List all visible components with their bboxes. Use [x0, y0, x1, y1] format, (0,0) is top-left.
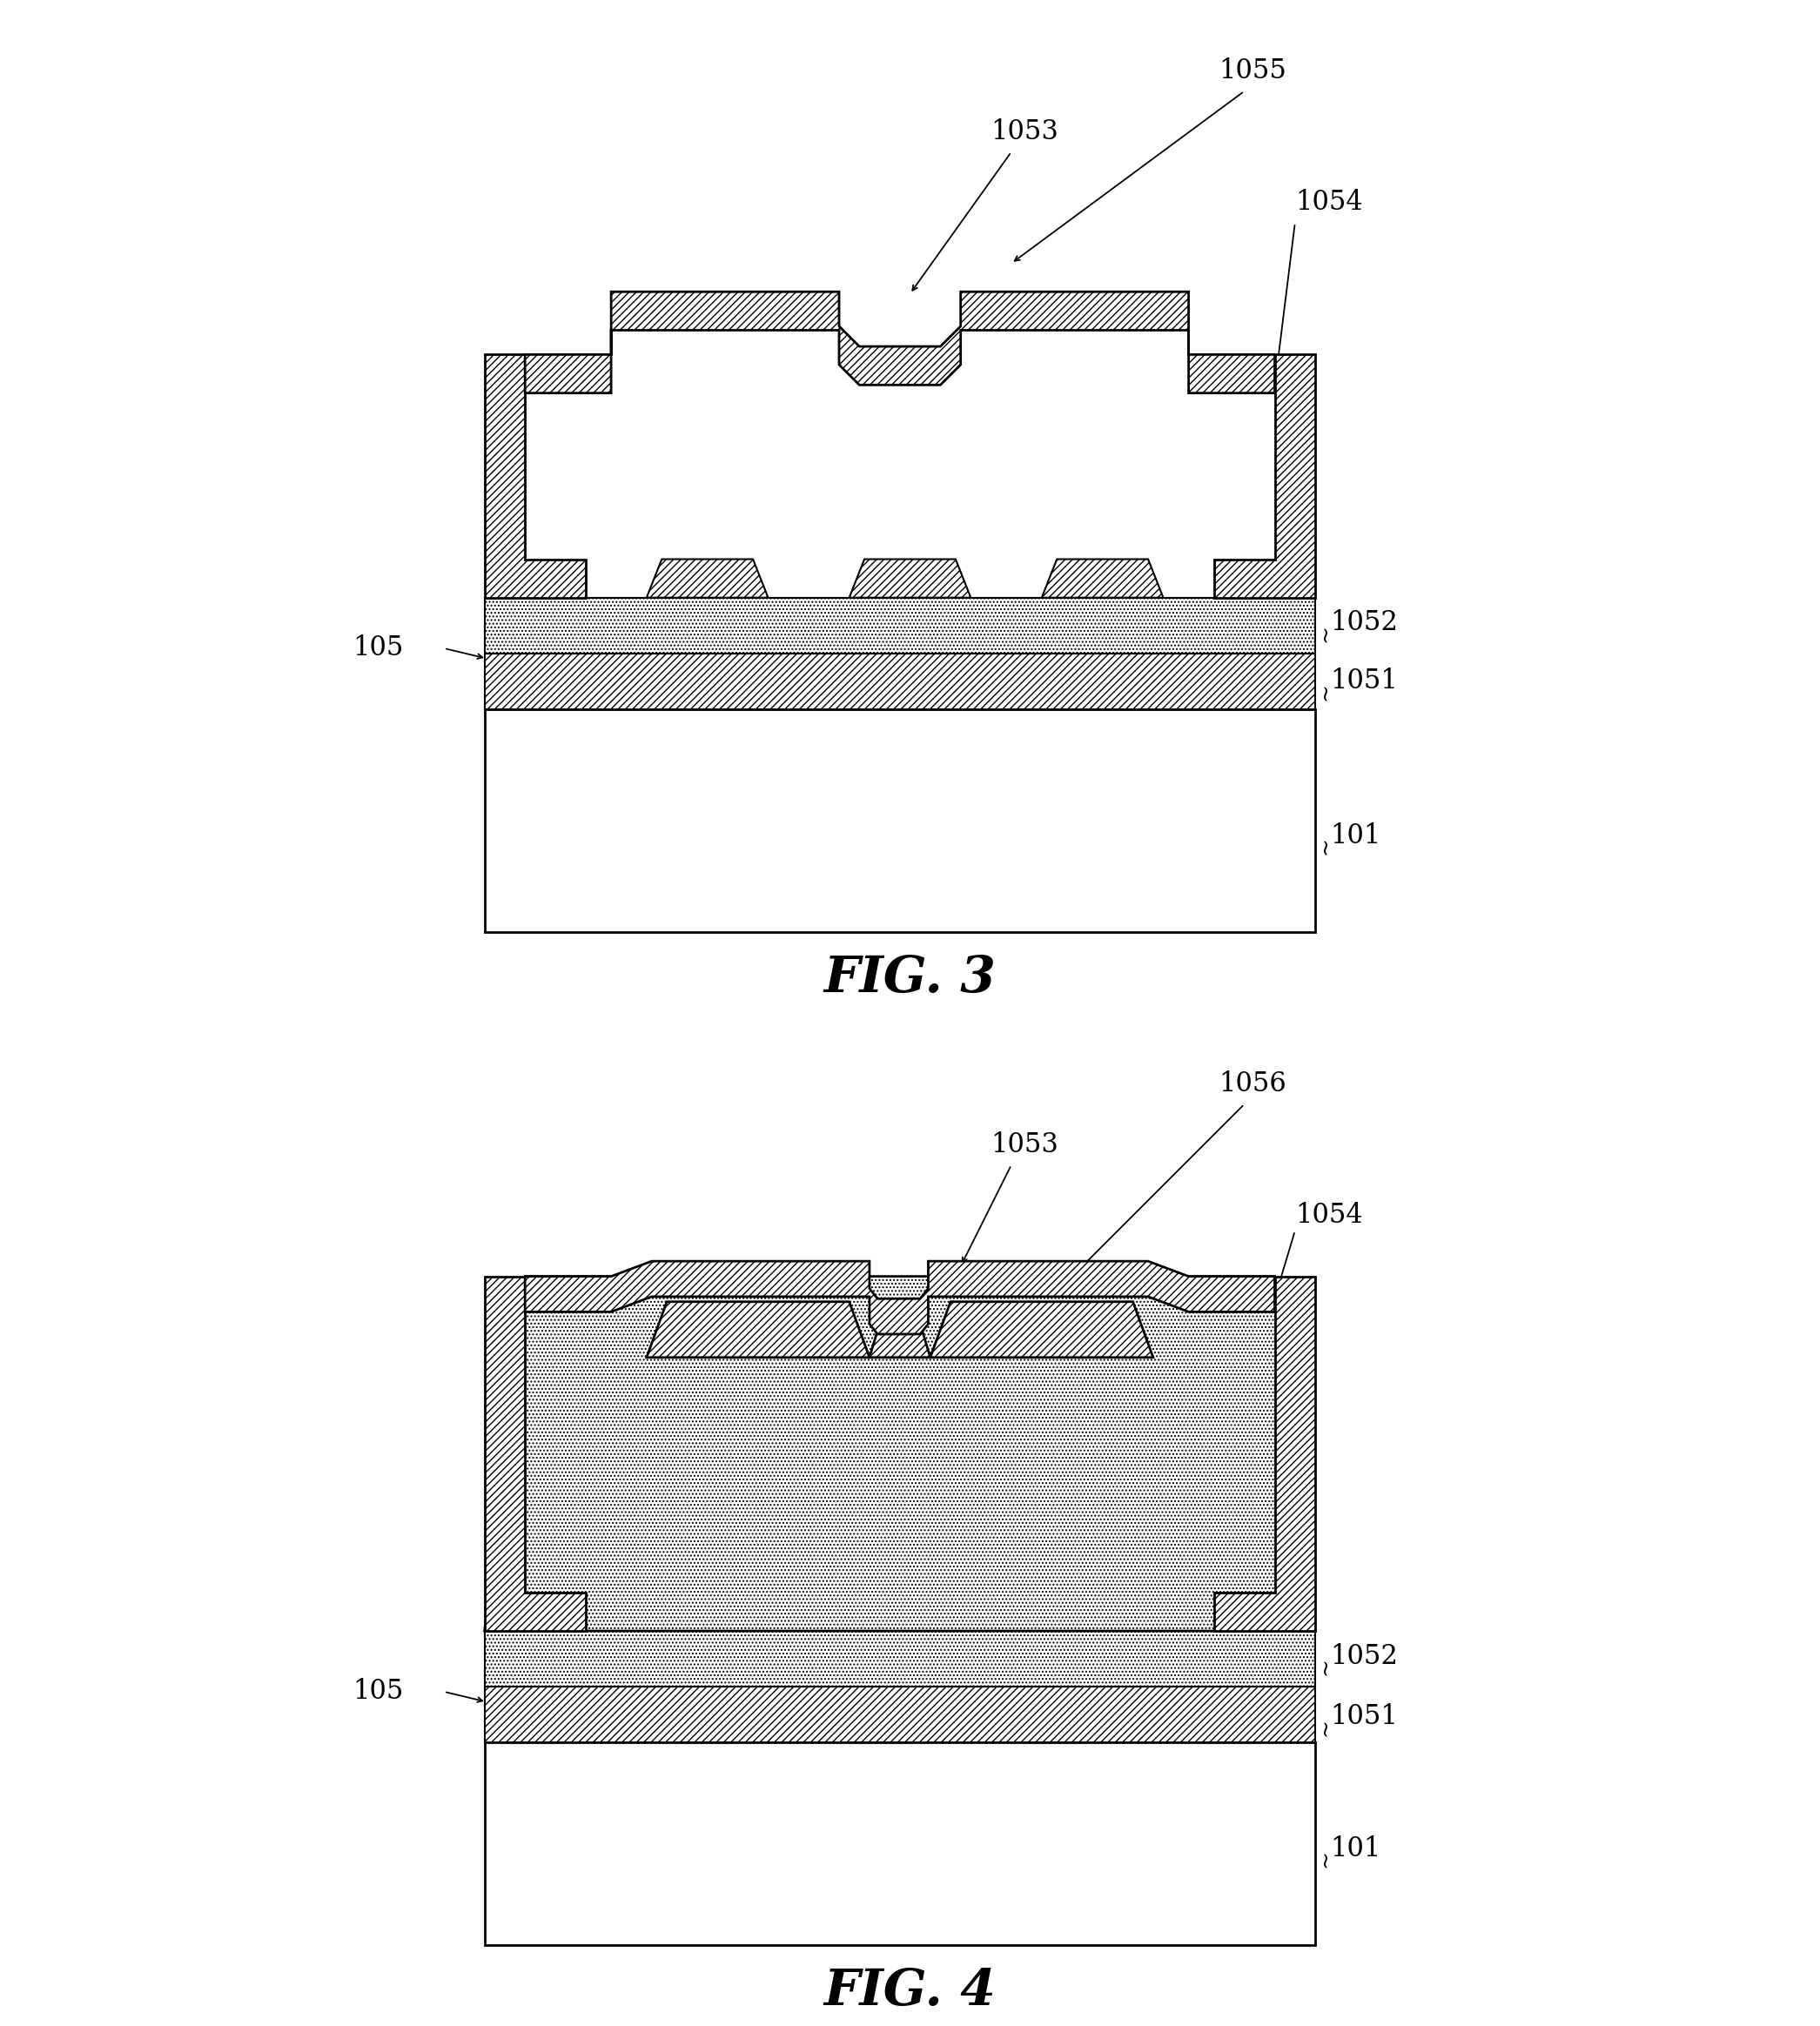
Polygon shape — [850, 1592, 970, 1631]
Text: 105: 105 — [353, 1678, 404, 1706]
Polygon shape — [646, 559, 768, 598]
Polygon shape — [1214, 355, 1316, 598]
Polygon shape — [870, 1333, 930, 1357]
Text: ~: ~ — [1316, 837, 1336, 855]
Text: ~: ~ — [1316, 1850, 1336, 1868]
Text: ~: ~ — [1316, 624, 1336, 642]
Text: 1053: 1053 — [992, 118, 1059, 146]
Text: 1055: 1055 — [1219, 57, 1287, 85]
Text: FIG. 4: FIG. 4 — [824, 1967, 996, 2016]
Polygon shape — [646, 1592, 768, 1631]
Polygon shape — [1041, 1592, 1163, 1631]
Text: 1052: 1052 — [1330, 610, 1398, 636]
Polygon shape — [850, 559, 970, 598]
Text: 1051: 1051 — [1330, 1704, 1398, 1730]
Text: FIG. 3: FIG. 3 — [824, 954, 996, 1003]
Text: 1053: 1053 — [992, 1131, 1059, 1159]
Polygon shape — [484, 1631, 1316, 1686]
Polygon shape — [524, 1260, 1274, 1333]
Polygon shape — [484, 1742, 1316, 1945]
Polygon shape — [646, 1303, 870, 1357]
Polygon shape — [1041, 559, 1163, 598]
Text: 105: 105 — [353, 634, 404, 663]
Polygon shape — [484, 355, 586, 598]
Text: 1052: 1052 — [1330, 1643, 1398, 1669]
Text: ~: ~ — [1316, 1657, 1336, 1676]
Text: 1056: 1056 — [1219, 1070, 1287, 1098]
Text: 1054: 1054 — [1296, 188, 1363, 217]
Text: 101: 101 — [1330, 823, 1381, 849]
Polygon shape — [1214, 1276, 1316, 1631]
Text: ~: ~ — [1316, 1718, 1336, 1736]
Text: 1051: 1051 — [1330, 667, 1398, 695]
Polygon shape — [484, 1686, 1316, 1742]
Polygon shape — [484, 1276, 1316, 1631]
Text: 101: 101 — [1330, 1836, 1381, 1862]
Polygon shape — [484, 598, 1316, 652]
Polygon shape — [930, 1303, 1154, 1357]
Polygon shape — [524, 292, 1274, 393]
Polygon shape — [484, 709, 1316, 932]
Text: ~: ~ — [1316, 683, 1336, 701]
Text: 1054: 1054 — [1296, 1201, 1363, 1230]
Polygon shape — [484, 652, 1316, 709]
Polygon shape — [484, 1276, 586, 1631]
